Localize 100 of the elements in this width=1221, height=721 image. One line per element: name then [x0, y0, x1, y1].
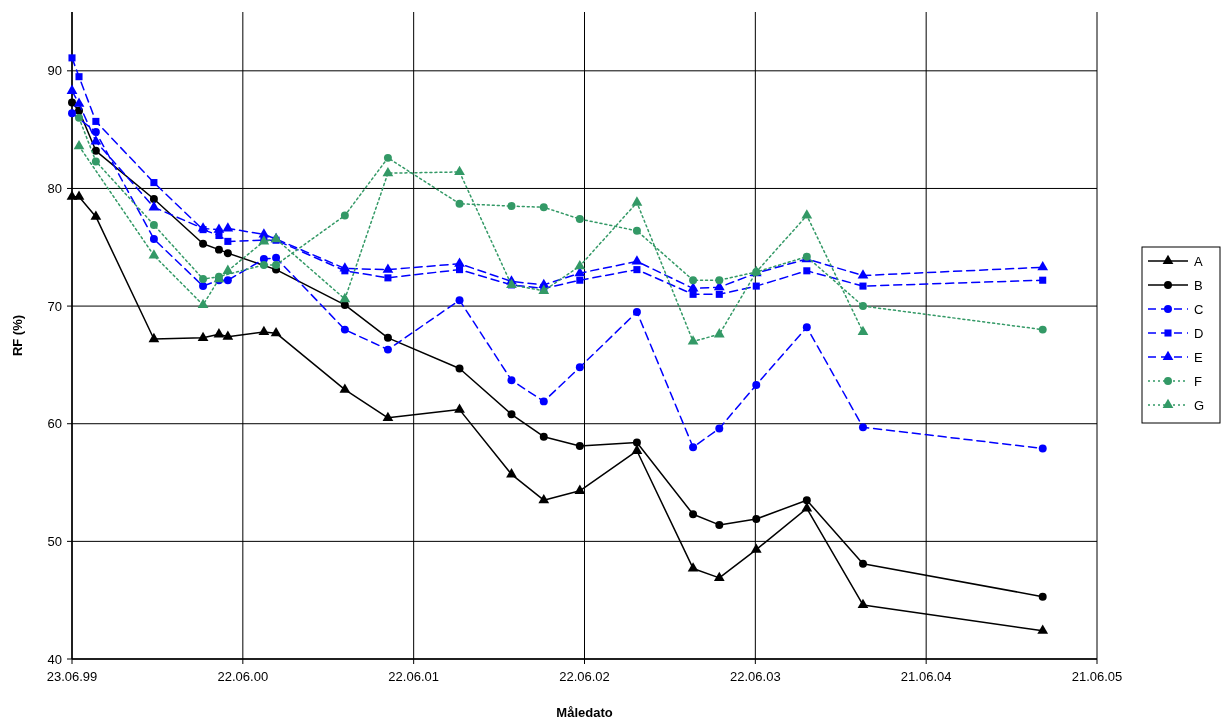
- point: [507, 410, 516, 419]
- point: [91, 128, 100, 136]
- point: [383, 153, 392, 162]
- point: [715, 276, 724, 285]
- point: [631, 255, 643, 265]
- point: [384, 274, 392, 282]
- point: [632, 307, 641, 316]
- point: [687, 335, 699, 345]
- point: [1039, 276, 1047, 284]
- point: [259, 260, 268, 269]
- point: [148, 249, 160, 259]
- point: [802, 323, 811, 332]
- legend-label: G: [1194, 397, 1205, 413]
- point: [199, 275, 208, 284]
- point: [803, 267, 811, 275]
- point: [574, 259, 586, 270]
- point: [687, 562, 699, 572]
- legend-label: C: [1194, 301, 1204, 317]
- point: [857, 598, 869, 608]
- point: [858, 559, 867, 568]
- legend-label: D: [1194, 325, 1204, 341]
- point: [75, 73, 83, 81]
- y-tick-label: 50: [47, 533, 62, 549]
- point: [148, 201, 160, 211]
- point: [575, 442, 584, 451]
- point: [213, 223, 225, 233]
- point: [539, 203, 548, 212]
- point: [199, 239, 208, 248]
- point: [1038, 592, 1047, 601]
- point: [713, 571, 725, 581]
- y-axis-title: RF (%): [10, 314, 25, 357]
- y-tick-label: 90: [47, 63, 62, 79]
- point: [272, 253, 281, 262]
- point: [752, 380, 761, 389]
- point: [382, 166, 394, 177]
- point: [574, 484, 586, 494]
- point: [383, 345, 392, 354]
- point: [68, 54, 76, 62]
- legend-label: A: [1194, 253, 1203, 269]
- point: [149, 195, 158, 204]
- legend-label: E: [1194, 349, 1203, 365]
- point: [631, 196, 643, 206]
- point: [454, 165, 465, 176]
- point: [197, 331, 209, 341]
- point: [689, 443, 698, 452]
- point: [270, 326, 282, 337]
- point: [382, 263, 394, 273]
- point: [632, 226, 641, 235]
- point: [507, 376, 516, 385]
- point: [92, 117, 100, 125]
- point: [73, 97, 85, 107]
- legend-label: F: [1194, 373, 1202, 389]
- point: [73, 190, 85, 200]
- point: [689, 276, 698, 285]
- point: [223, 276, 232, 285]
- point: [258, 325, 270, 336]
- point: [713, 328, 725, 338]
- point: [715, 290, 723, 298]
- point: [715, 520, 724, 529]
- x-tick-label: 22.06.01: [388, 669, 439, 684]
- point: [148, 332, 160, 343]
- point: [339, 262, 351, 272]
- point: [454, 403, 465, 413]
- point: [149, 235, 158, 244]
- point: [538, 493, 550, 504]
- point: [507, 202, 516, 211]
- point: [199, 282, 208, 291]
- point: [149, 220, 158, 229]
- point: [382, 411, 394, 421]
- point: [68, 98, 76, 107]
- point: [197, 222, 209, 232]
- x-axis-title: Måledato: [556, 705, 613, 720]
- point: [91, 157, 100, 166]
- point: [66, 84, 78, 94]
- point: [340, 211, 349, 220]
- x-tick-label: 23.06.99: [46, 669, 98, 684]
- point: [213, 328, 225, 338]
- point: [539, 397, 548, 406]
- point: [858, 423, 867, 432]
- point: [858, 302, 867, 311]
- point: [454, 257, 465, 267]
- point: [506, 468, 517, 478]
- y-tick-label: 80: [47, 181, 62, 196]
- point: [197, 298, 209, 309]
- point: [752, 515, 761, 523]
- point: [91, 146, 100, 155]
- point: [1037, 261, 1049, 271]
- point: [802, 496, 811, 505]
- point: [857, 325, 869, 336]
- point: [715, 424, 724, 433]
- point: [222, 264, 234, 274]
- point: [90, 135, 102, 145]
- point: [689, 510, 698, 519]
- point: [752, 282, 760, 290]
- point: [222, 330, 234, 340]
- point: [340, 325, 349, 334]
- point: [857, 269, 869, 279]
- point: [455, 364, 464, 373]
- point: [150, 179, 158, 187]
- point: [455, 199, 464, 208]
